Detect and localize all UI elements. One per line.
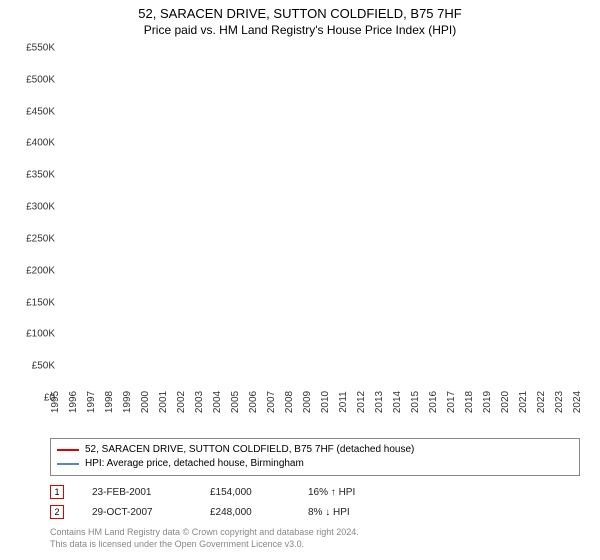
marker-row-1: 1 23-FEB-2001 £154,000 16% ↑ HPI xyxy=(50,482,388,502)
ytick-label: £100K xyxy=(26,329,55,340)
xtick-label: 2013 xyxy=(374,391,385,413)
ytick-label: £200K xyxy=(26,265,55,276)
xtick-label: 1999 xyxy=(122,391,133,413)
xtick-label: 2010 xyxy=(320,391,331,413)
xtick-label: 2000 xyxy=(140,391,151,413)
xtick-label: 1997 xyxy=(86,391,97,413)
xtick-label: 2006 xyxy=(248,391,259,413)
xtick-label: 2014 xyxy=(392,391,403,413)
marker-diff-1: 16% ↑ HPI xyxy=(308,487,388,498)
marker-price-1: £154,000 xyxy=(210,487,280,498)
footer-line1: Contains HM Land Registry data © Crown c… xyxy=(50,526,359,538)
legend-label-price-paid: 52, SARACEN DRIVE, SUTTON COLDFIELD, B75… xyxy=(85,443,414,457)
plot-background xyxy=(50,48,590,398)
ytick-label: £150K xyxy=(26,297,55,308)
xtick-label: 2016 xyxy=(428,391,439,413)
xtick-label: 2003 xyxy=(194,391,205,413)
title-address: 52, SARACEN DRIVE, SUTTON COLDFIELD, B75… xyxy=(0,6,600,21)
marker-date-2: 29-OCT-2007 xyxy=(92,507,182,518)
xtick-label: 2004 xyxy=(212,391,223,413)
xtick-label: 2020 xyxy=(500,391,511,413)
ytick-label: £500K xyxy=(26,74,55,85)
xtick-label: 2022 xyxy=(536,391,547,413)
xtick-label: 2012 xyxy=(356,391,367,413)
chart-area: 12 xyxy=(50,48,590,398)
legend-row-hpi: HPI: Average price, detached house, Birm… xyxy=(57,457,573,471)
xtick-label: 2001 xyxy=(158,391,169,413)
marker-box-1: 1 xyxy=(50,485,64,499)
marker-date-1: 23-FEB-2001 xyxy=(92,487,182,498)
xtick-label: 1998 xyxy=(104,391,115,413)
chart-container: 52, SARACEN DRIVE, SUTTON COLDFIELD, B75… xyxy=(0,0,600,560)
ytick-label: £300K xyxy=(26,202,55,213)
ytick-label: £550K xyxy=(26,43,55,54)
xtick-label: 2018 xyxy=(464,391,475,413)
xtick-label: 2023 xyxy=(554,391,565,413)
legend-label-hpi: HPI: Average price, detached house, Birm… xyxy=(85,457,304,471)
marker-row-2: 2 29-OCT-2007 £248,000 8% ↓ HPI xyxy=(50,502,388,522)
marker-diff-2: 8% ↓ HPI xyxy=(308,507,388,518)
xtick-label: 2009 xyxy=(302,391,313,413)
xtick-label: 2011 xyxy=(338,391,349,413)
footer: Contains HM Land Registry data © Crown c… xyxy=(50,526,359,550)
title-subtitle: Price paid vs. HM Land Registry's House … xyxy=(0,23,600,37)
marker-table: 1 23-FEB-2001 £154,000 16% ↑ HPI 2 29-OC… xyxy=(50,482,388,522)
xtick-label: 2021 xyxy=(518,391,529,413)
xtick-label: 2015 xyxy=(410,391,421,413)
marker-box-2: 2 xyxy=(50,505,64,519)
xtick-label: 2008 xyxy=(284,391,295,413)
xtick-label: 1995 xyxy=(50,391,61,413)
legend-swatch-price-paid xyxy=(57,449,79,451)
ytick-label: £450K xyxy=(26,106,55,117)
xtick-label: 2005 xyxy=(230,391,241,413)
legend-row-price-paid: 52, SARACEN DRIVE, SUTTON COLDFIELD, B75… xyxy=(57,443,573,457)
xtick-label: 2019 xyxy=(482,391,493,413)
ytick-label: £250K xyxy=(26,233,55,244)
ytick-label: £50K xyxy=(32,361,55,372)
legend-swatch-hpi xyxy=(57,463,79,465)
legend-box: 52, SARACEN DRIVE, SUTTON COLDFIELD, B75… xyxy=(50,438,580,476)
xtick-label: 2017 xyxy=(446,391,457,413)
footer-line2: This data is licensed under the Open Gov… xyxy=(50,538,359,550)
xtick-label: 1996 xyxy=(68,391,79,413)
marker-price-2: £248,000 xyxy=(210,507,280,518)
ytick-label: £350K xyxy=(26,170,55,181)
xtick-label: 2007 xyxy=(266,391,277,413)
xtick-label: 2002 xyxy=(176,391,187,413)
title-block: 52, SARACEN DRIVE, SUTTON COLDFIELD, B75… xyxy=(0,0,600,37)
xtick-label: 2024 xyxy=(572,391,583,413)
ytick-label: £400K xyxy=(26,138,55,149)
